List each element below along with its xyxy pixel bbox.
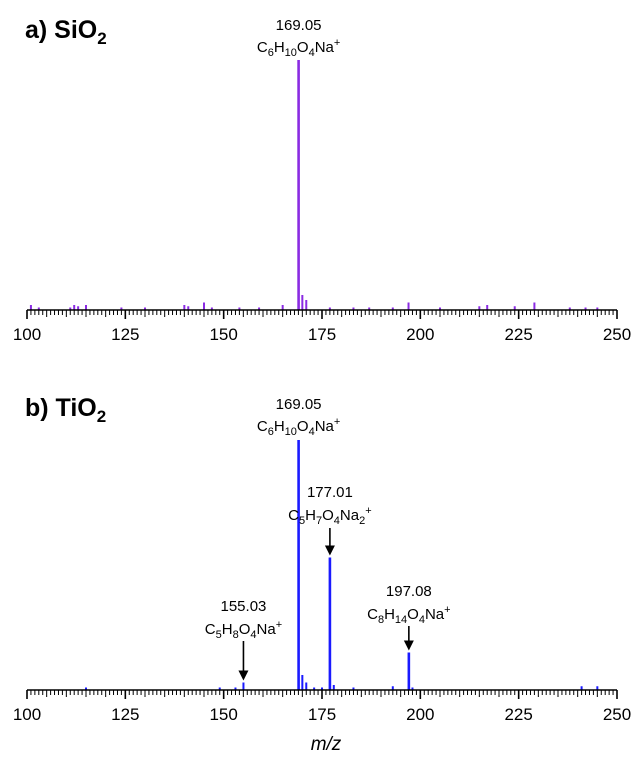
peak-mz-label: 169.05 bbox=[276, 396, 322, 413]
x-tick-label: 225 bbox=[504, 705, 532, 724]
x-tick-label: 250 bbox=[603, 325, 631, 344]
peak-mz-label: 197.08 bbox=[386, 583, 432, 600]
arrow-head-icon bbox=[238, 670, 249, 681]
peak-mz-label: 169.05 bbox=[276, 17, 322, 34]
x-tick-label: 200 bbox=[406, 705, 434, 724]
x-tick-label: 175 bbox=[308, 705, 336, 724]
peak-formula-label: C5H8O4Na+ bbox=[205, 619, 282, 641]
panel-a-sio2: a) SiO2 100 125 150 175 200 225 250 169.05 C6H10… bbox=[13, 16, 631, 344]
peak-formula-label: C5H7O4Na2+ bbox=[288, 505, 371, 527]
x-tick-label: 225 bbox=[504, 325, 532, 344]
peak-formula-label: C6H10O4Na+ bbox=[257, 37, 340, 59]
panel-b-tio2: b) TiO2 100 125 150 175 200 225 250 169.05 C6H10… bbox=[13, 394, 631, 724]
x-tick-label: 150 bbox=[209, 325, 237, 344]
x-axis-label: m/z bbox=[311, 734, 342, 755]
arrow-head-icon bbox=[324, 545, 335, 556]
arrow-head-icon bbox=[403, 640, 414, 651]
x-tick-label: 100 bbox=[13, 325, 41, 344]
peak-mz-label: 155.03 bbox=[221, 598, 267, 615]
x-tick-label: 175 bbox=[308, 325, 336, 344]
panel-b-label: b) TiO2 bbox=[25, 394, 106, 426]
panel-a-label: a) SiO2 bbox=[25, 16, 107, 48]
x-tick-label: 125 bbox=[111, 705, 139, 724]
x-tick-label: 100 bbox=[13, 705, 41, 724]
peak-mz-label: 177.01 bbox=[307, 484, 353, 501]
x-tick-label: 125 bbox=[111, 325, 139, 344]
x-tick-label: 200 bbox=[406, 325, 434, 344]
x-tick-label: 250 bbox=[603, 705, 631, 724]
peak-formula-label: C6H10O4Na+ bbox=[257, 416, 340, 438]
peak-formula-label: C8H14O4Na+ bbox=[367, 604, 450, 626]
x-tick-label: 150 bbox=[209, 705, 237, 724]
